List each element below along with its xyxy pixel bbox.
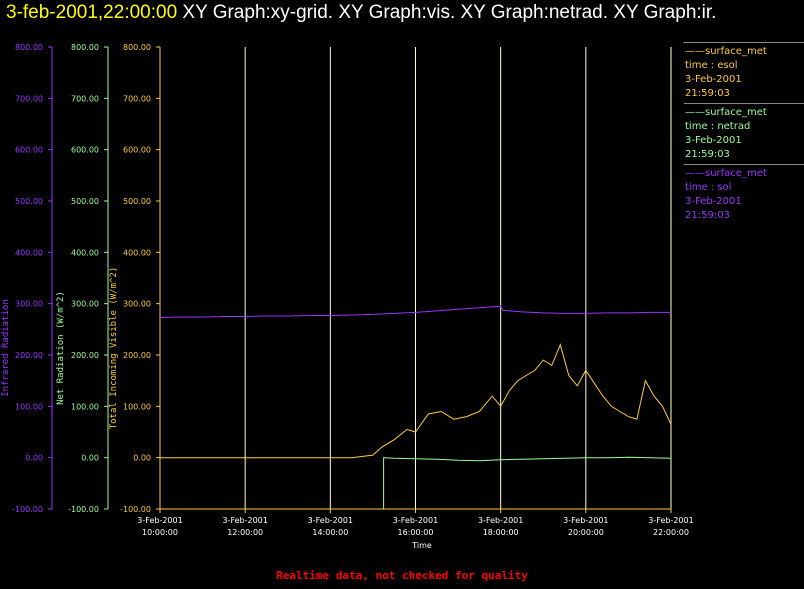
x-tick-time: 12:00:00 [227, 528, 263, 537]
netrad-tick-label: 300.00 [71, 300, 99, 309]
vis-tick-label: 0.00 [133, 454, 151, 463]
x-tick-date: 3-Feb-2001 [563, 516, 608, 525]
vis-tick-label: 800.00 [123, 43, 151, 52]
x-axis-label: Time [411, 541, 432, 550]
ir-tick-label: 300.00 [15, 300, 43, 309]
ir-tick-label: 600.00 [15, 146, 43, 155]
netrad-tick-label: 200.00 [71, 351, 99, 360]
vis-series-line [160, 343, 672, 459]
vis-tick-label: 400.00 [123, 248, 151, 257]
netrad-tick-label: 0.00 [81, 454, 99, 463]
ir-axis-label: Infrared Radiation [1, 299, 11, 397]
legend-time: time : sol [685, 182, 732, 193]
x-tick-date: 3-Feb-2001 [308, 516, 353, 525]
vis-tick-label: 300.00 [123, 300, 151, 309]
legend-time: time : netrad [685, 121, 751, 132]
vis-tick-label: 500.00 [123, 197, 151, 206]
netrad-series-line [383, 456, 672, 509]
vis-tick-label: 200.00 [123, 351, 151, 360]
legend-date: 3-Feb-2001 [685, 74, 742, 85]
netrad-axis-label: Net Radiation (W/m^2) [56, 291, 66, 405]
vis-tick-label: 100.00 [123, 402, 151, 411]
vis-tick-label: 600.00 [123, 146, 151, 155]
ir-tick-label: 400.00 [15, 248, 43, 257]
netrad-tick-label: 700.00 [71, 94, 99, 103]
ir-tick-label: 700.00 [15, 94, 43, 103]
data-series [159, 305, 672, 509]
netrad-tick-label: -100.00 [68, 505, 99, 514]
quality-warning: Realtime data, not checked for quality [276, 569, 528, 582]
legend-clock: 21:59:03 [685, 210, 730, 221]
x-tick-time: 14:00:00 [312, 528, 348, 537]
legend-clock: 21:59:03 [685, 88, 730, 99]
x-tick-time: 10:00:00 [142, 528, 178, 537]
vis-axis-label: Total Incoming Visible (W/m^2) [109, 267, 119, 430]
graph-list-title: XY Graph:xy-grid. XY Graph:vis. XY Graph… [182, 2, 717, 23]
legend-clock: 21:59:03 [685, 149, 730, 160]
netrad-tick-label: 500.00 [71, 197, 99, 206]
ir-tick-label: 100.00 [15, 402, 43, 411]
ir-series-line [159, 305, 671, 318]
legend-date: 3-Feb-2001 [685, 196, 742, 207]
ir-tick-label: 200.00 [15, 351, 43, 360]
legend: ——surface_met time : esol 3-Feb-2001 21:59:… [684, 42, 804, 225]
netrad-tick-label: 600.00 [71, 146, 99, 155]
x-tick-time: 22:00:00 [653, 528, 689, 537]
netrad-tick-label: 800.00 [71, 43, 99, 52]
legend-time: time : esol [685, 60, 738, 71]
ir-tick-label: -100.00 [12, 505, 43, 514]
x-tick-date: 3-Feb-2001 [137, 516, 182, 525]
netrad-tick-label: 400.00 [71, 248, 99, 257]
ir-tick-label: 800.00 [15, 43, 43, 52]
x-tick-time: 18:00:00 [483, 528, 519, 537]
x-tick-date: 3-Feb-2001 [393, 516, 438, 525]
legend-source: ——surface_met [685, 46, 767, 57]
timestamp-title: 3-feb-2001,22:00:00 [6, 2, 178, 23]
graph-window-title: 3-feb-2001,22:00:00 XY Graph:xy-grid. XY… [6, 2, 716, 26]
vis-tick-label: -100.00 [120, 505, 151, 514]
x-tick-date: 3-Feb-2001 [222, 516, 267, 525]
vis-tick-label: 700.00 [123, 94, 151, 103]
x-tick-date: 3-Feb-2001 [478, 516, 523, 525]
x-tick-time: 20:00:00 [568, 528, 604, 537]
ir-tick-label: 500.00 [15, 197, 43, 206]
legend-date: 3-Feb-2001 [685, 135, 742, 146]
netrad-tick-label: 100.00 [71, 402, 99, 411]
time-axis: 3-Feb-2001 10:00:00 3-Feb-2001 12:00:00 3-Fe… [137, 508, 694, 537]
vertical-grid [244, 47, 672, 509]
ir-tick-label: 0.00 [25, 454, 43, 463]
x-tick-date: 3-Feb-2001 [648, 516, 693, 525]
legend-source: ——surface_met [685, 168, 767, 179]
y-axes: -100.00 0.00 100.00 200.00 300.00 400.00 500.0… [1, 43, 161, 514]
legend-source: ——surface_met [685, 107, 767, 118]
x-tick-time: 16:00:00 [398, 528, 434, 537]
